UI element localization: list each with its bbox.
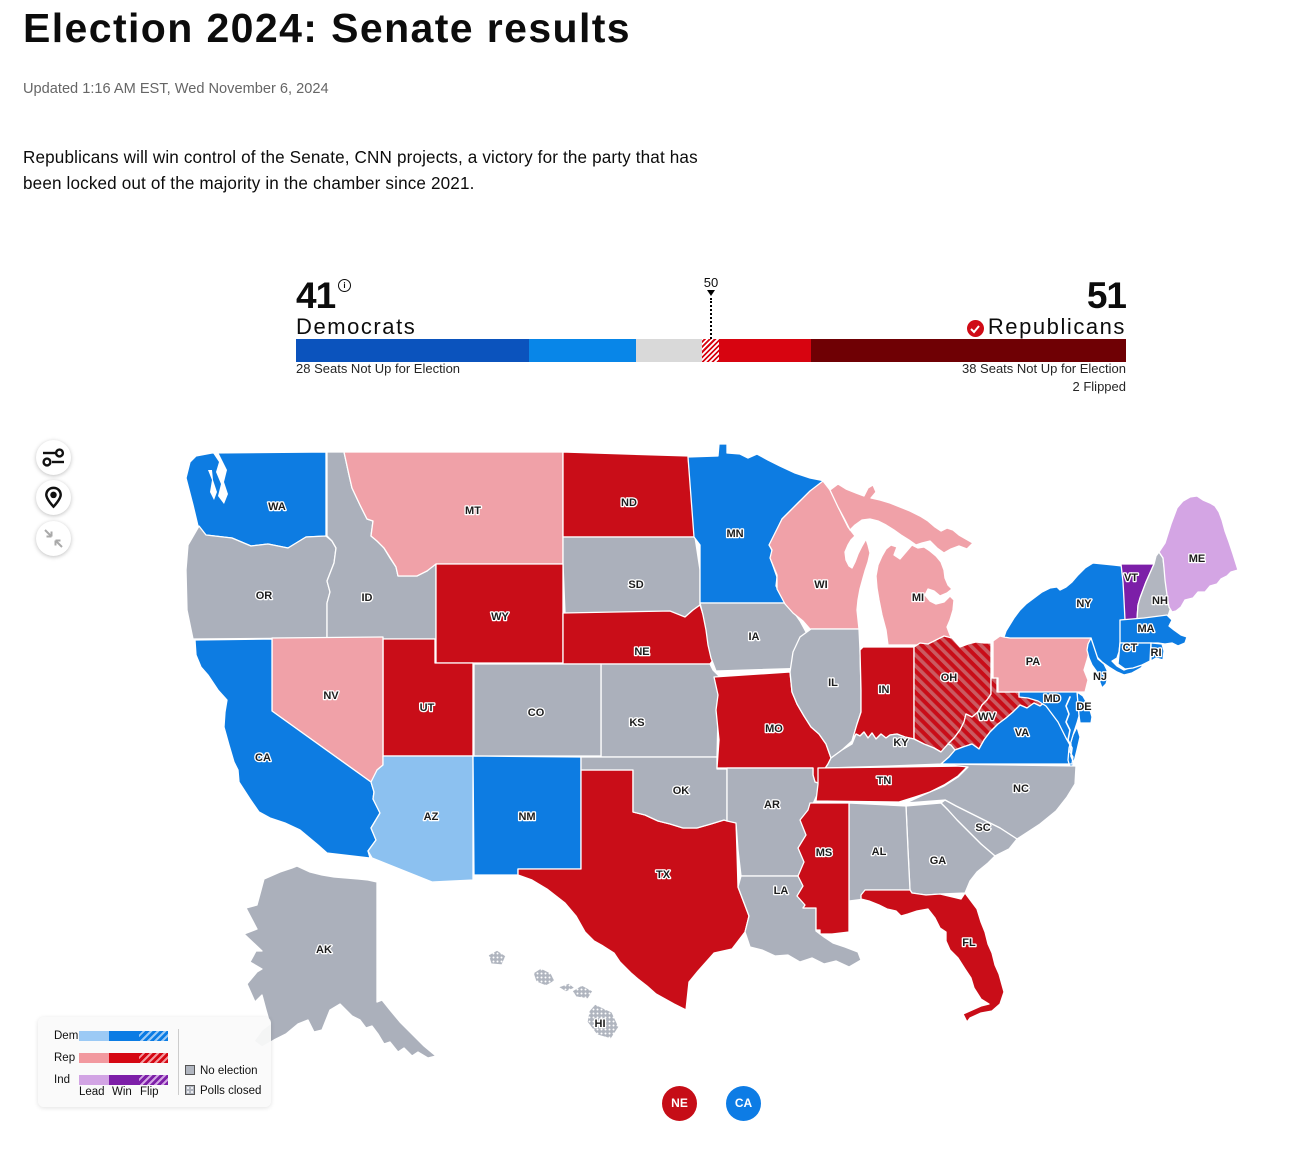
svg-text:NC: NC [1013, 783, 1029, 795]
svg-text:KS: KS [629, 717, 644, 729]
svg-text:IN: IN [879, 684, 890, 696]
svg-text:SC: SC [975, 822, 990, 834]
svg-text:AZ: AZ [424, 811, 439, 823]
svg-text:CT: CT [1123, 642, 1138, 654]
svg-text:UT: UT [420, 702, 435, 714]
svg-text:KY: KY [893, 737, 909, 749]
svg-text:WV: WV [978, 711, 996, 723]
svg-text:WA: WA [268, 501, 286, 513]
svg-text:MD: MD [1043, 693, 1060, 705]
svg-text:RI: RI [1151, 647, 1162, 659]
svg-text:GA: GA [930, 855, 947, 867]
svg-text:NM: NM [518, 811, 535, 823]
svg-text:NH: NH [1152, 595, 1168, 607]
svg-text:PA: PA [1026, 656, 1041, 668]
svg-text:NE: NE [634, 646, 649, 658]
svg-text:WY: WY [491, 611, 509, 623]
svg-text:VA: VA [1015, 727, 1030, 739]
svg-text:ME: ME [1189, 553, 1206, 565]
svg-text:MT: MT [465, 505, 481, 517]
svg-text:LA: LA [774, 885, 789, 897]
svg-text:HI: HI [595, 1018, 606, 1030]
svg-text:CO: CO [528, 707, 545, 719]
svg-text:IA: IA [749, 631, 760, 643]
svg-text:AR: AR [764, 799, 780, 811]
svg-text:VT: VT [1124, 572, 1138, 584]
svg-text:FL: FL [962, 937, 976, 949]
svg-text:NY: NY [1076, 598, 1092, 610]
svg-text:MO: MO [765, 723, 783, 735]
svg-text:NJ: NJ [1093, 671, 1107, 683]
svg-text:AK: AK [316, 944, 332, 956]
svg-text:MN: MN [726, 528, 743, 540]
svg-text:WI: WI [814, 579, 827, 591]
svg-text:MI: MI [912, 592, 924, 604]
svg-text:IL: IL [828, 677, 838, 689]
svg-text:AL: AL [872, 846, 887, 858]
svg-text:MS: MS [816, 847, 833, 859]
svg-text:OK: OK [673, 785, 690, 797]
svg-text:TN: TN [877, 775, 892, 787]
svg-text:ID: ID [362, 592, 373, 604]
svg-text:TX: TX [656, 869, 671, 881]
svg-text:NV: NV [323, 690, 339, 702]
svg-text:SD: SD [628, 579, 643, 591]
svg-text:CA: CA [255, 752, 271, 764]
svg-text:OR: OR [256, 590, 273, 602]
svg-text:ND: ND [621, 497, 637, 509]
svg-text:MA: MA [1137, 623, 1154, 635]
svg-text:OH: OH [941, 672, 958, 684]
svg-text:DE: DE [1076, 701, 1091, 713]
